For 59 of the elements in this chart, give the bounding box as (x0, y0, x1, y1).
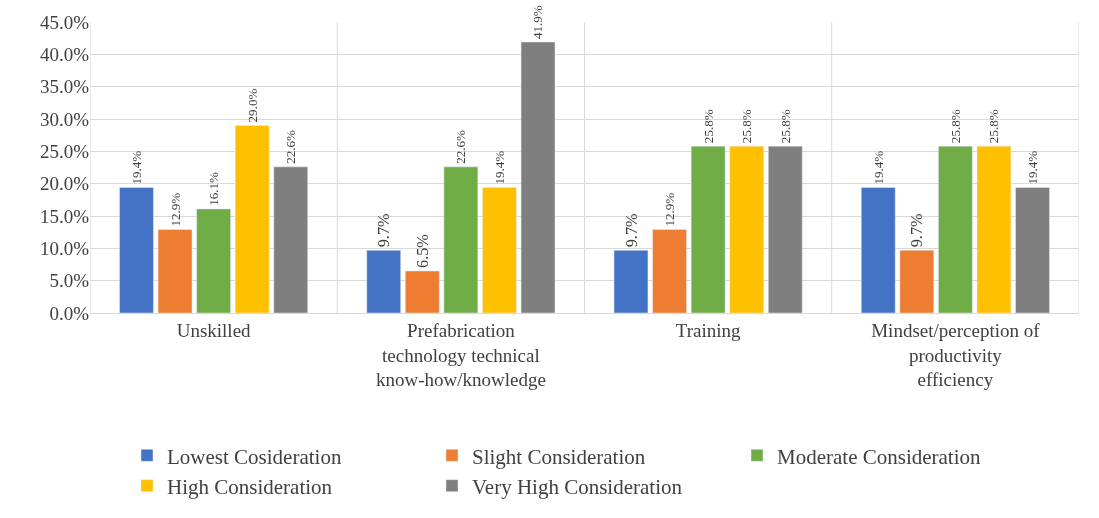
y-tick-label: 0.0% (49, 302, 90, 324)
data-label: 16.1% (206, 171, 222, 206)
bar (938, 145, 973, 313)
bar (443, 166, 479, 313)
legend-label: Very High Consideration (472, 474, 683, 499)
bar (861, 187, 896, 313)
data-label: 19.4% (870, 150, 886, 185)
bar (405, 270, 440, 313)
bar (1015, 187, 1050, 313)
data-label: 25.8% (700, 109, 716, 144)
x-tick-label: Prefabrication technology technical know-how/knowledge (375, 319, 546, 391)
y-tick-label: 40.0% (39, 43, 90, 65)
bar (768, 145, 803, 313)
data-label: 6.5% (413, 234, 432, 268)
y-tick-label: 25.0% (39, 140, 90, 162)
data-label: 19.4% (128, 150, 144, 185)
data-label: 41.9% (530, 5, 546, 40)
y-tick-label: 5.0% (49, 270, 90, 292)
y-tick-label: 45.0% (39, 11, 90, 33)
bar (366, 250, 401, 313)
legend-label: Slight Consideration (472, 444, 646, 469)
legend-label: Lowest Cosideration (167, 444, 342, 469)
legend-label: High Consideration (167, 474, 333, 499)
data-label: 25.8% (777, 109, 793, 144)
y-tick-label: 15.0% (39, 205, 90, 227)
bar (482, 187, 517, 313)
bar (690, 145, 726, 313)
y-tick-label: 20.0% (39, 173, 90, 195)
data-label: 12.9% (167, 192, 183, 227)
legend-label: Moderate Consideration (777, 444, 982, 469)
y-tick-label: 30.0% (39, 108, 90, 130)
data-label: 12.9% (662, 192, 678, 227)
bar (119, 187, 154, 313)
bar (899, 250, 935, 313)
x-tick-label: Training (675, 319, 741, 341)
x-tick-label: Mindset/perception of productivity efficiency (871, 319, 1041, 391)
data-label: 29.0% (244, 88, 260, 123)
bar (729, 145, 764, 313)
bar (613, 250, 649, 313)
bar (196, 208, 231, 313)
data-label: 9.7% (622, 213, 641, 248)
bar (273, 166, 308, 313)
data-label: 22.6% (453, 129, 469, 164)
data-label: 25.8% (739, 109, 755, 144)
y-tick-label: 10.0% (39, 237, 90, 259)
data-label: 9.7% (375, 213, 394, 248)
data-label: 25.8% (986, 109, 1002, 144)
data-label: 25.8% (947, 109, 963, 144)
bar (157, 229, 193, 313)
x-tick-label: Unskilled (176, 319, 252, 341)
y-tick-label: 35.0% (39, 76, 90, 98)
bar (520, 41, 556, 313)
bar (234, 125, 270, 313)
bar (976, 145, 1012, 313)
bar (652, 229, 687, 313)
data-label: 9.7% (908, 213, 927, 248)
data-label: 19.4% (1025, 150, 1040, 185)
data-label: 19.4% (491, 150, 507, 185)
data-label: 22.6% (283, 129, 299, 164)
